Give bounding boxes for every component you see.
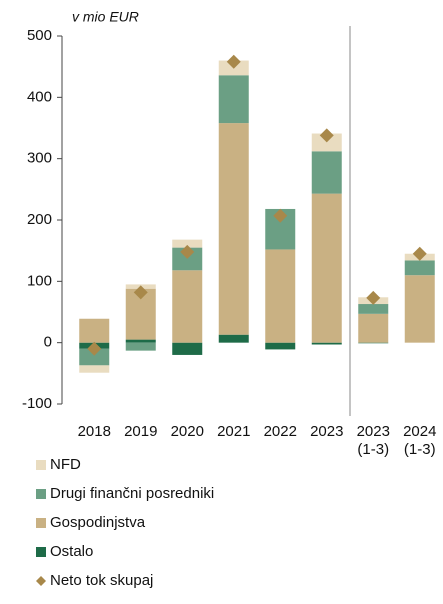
bar-segment — [172, 270, 203, 343]
bar-segment — [311, 151, 342, 194]
x-tick-label: 2018 — [78, 423, 111, 440]
marker — [87, 341, 102, 356]
legend-swatch — [36, 576, 46, 586]
bar-segment — [358, 342, 389, 344]
y-tick-label: 500 — [27, 27, 52, 44]
x-tick-label: 2020 — [171, 423, 204, 440]
x-tick-label: 2019 — [124, 423, 157, 440]
legend-swatch — [36, 547, 46, 557]
marker — [273, 208, 288, 223]
bar-segment — [79, 318, 110, 343]
legend-label: NFD — [50, 456, 81, 473]
legend-label: Ostalo — [50, 543, 93, 560]
x-tick-label: 2023 (1-3) — [357, 423, 390, 458]
y-tick-label: 0 — [44, 334, 52, 351]
unit-annotation: v mio EUR — [72, 9, 139, 25]
marker — [412, 246, 427, 261]
x-tick-label: 2022 — [264, 423, 297, 440]
marker — [133, 285, 148, 300]
legend-label: Neto tok skupaj — [50, 572, 153, 589]
y-tick-label: 400 — [27, 88, 52, 105]
marker — [366, 290, 381, 305]
x-tick-label: 2021 — [217, 423, 250, 440]
bar-segment — [125, 342, 156, 351]
bar-segment — [265, 249, 296, 343]
x-tick-label: 2024 (1-3) — [403, 423, 436, 458]
legend-swatch — [36, 489, 46, 499]
marker — [180, 244, 195, 259]
legend-swatch — [36, 518, 46, 528]
bar-segment — [79, 365, 110, 373]
legend-swatch — [36, 460, 46, 470]
legend-label: Drugi finančni posredniki — [50, 485, 214, 502]
bar-segment — [172, 247, 203, 271]
x-tick-label: 2023 — [310, 423, 343, 440]
y-tick-label: 200 — [27, 211, 52, 228]
bar-segment — [404, 275, 435, 343]
bar-segment — [172, 239, 203, 248]
marker — [319, 128, 334, 143]
y-tick-label: -100 — [22, 395, 52, 412]
bar-segment — [218, 334, 249, 343]
bar-segment — [358, 304, 389, 314]
bar-segment — [218, 75, 249, 124]
bar-segment — [404, 260, 435, 276]
legend-label: Gospodinjstva — [50, 514, 146, 531]
bar-segment — [79, 348, 110, 366]
bar-segment — [311, 342, 342, 345]
marker — [226, 54, 241, 69]
bar-segment — [172, 342, 203, 355]
bar-segment — [311, 193, 342, 343]
bar-segment — [311, 133, 342, 152]
bar-segment — [358, 313, 389, 343]
bar-segment — [125, 339, 156, 343]
y-tick-label: 100 — [27, 272, 52, 289]
y-tick-label: 300 — [27, 150, 52, 167]
bar-segment — [265, 342, 296, 350]
bar-segment — [218, 123, 249, 335]
